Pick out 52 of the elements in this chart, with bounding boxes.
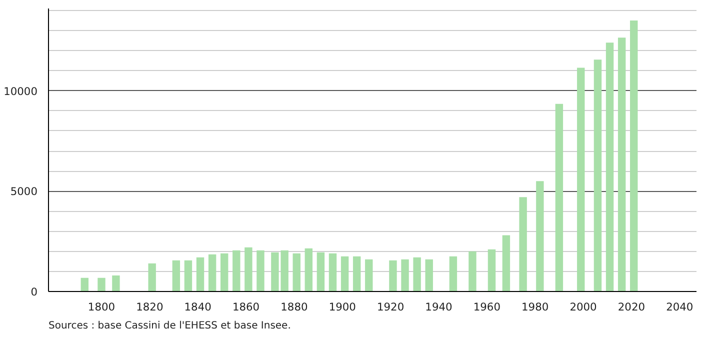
x-tick-label: 1900 [328,300,356,314]
bar [618,38,626,292]
bar [606,42,614,292]
bar [577,68,585,292]
bar [468,251,476,292]
bar [80,278,88,292]
bar [98,278,106,292]
bar [389,260,397,292]
bar [449,256,458,292]
x-tick-label: 1960 [473,300,501,314]
bar [630,20,638,292]
bar [208,254,216,292]
bar [292,253,300,292]
bar [352,256,361,292]
x-tick-label: 1840 [184,300,212,314]
bar [256,250,264,292]
x-tick-label: 2020 [618,300,646,314]
bar [172,260,180,292]
bar [328,253,337,292]
x-tick-label: 1880 [280,300,308,314]
y-tick-label: 10000 [4,84,38,98]
y-tick-label: 0 [30,286,38,298]
bar [425,259,433,292]
bar [536,181,544,292]
source-note: Sources : base Cassini de l'EHESS et base Insee. [48,320,291,332]
bar [196,257,204,292]
x-tick-label: 2040 [666,300,694,314]
x-tick-label: 1920 [377,300,404,314]
bar [316,252,325,292]
bar [340,256,349,292]
bar [594,60,602,292]
bar [184,260,192,292]
bar [304,248,313,292]
bar [502,235,510,292]
bar [232,250,240,292]
bar [555,104,564,292]
x-tick-label: 1940 [425,300,453,314]
bar [488,249,496,292]
x-tick-label: 1980 [522,300,549,314]
bar [365,259,373,292]
bar [401,259,409,292]
bar [112,275,120,292]
bar [519,197,527,292]
x-tick-label: 2000 [570,300,598,314]
y-tick-label: 5000 [10,185,38,198]
bar [413,257,421,292]
x-tick-label: 1800 [88,300,116,314]
x-tick-label: 1820 [136,300,164,314]
bar [148,263,156,292]
bar [220,253,228,292]
bar [244,247,252,292]
x-tick-label: 1860 [232,300,260,314]
